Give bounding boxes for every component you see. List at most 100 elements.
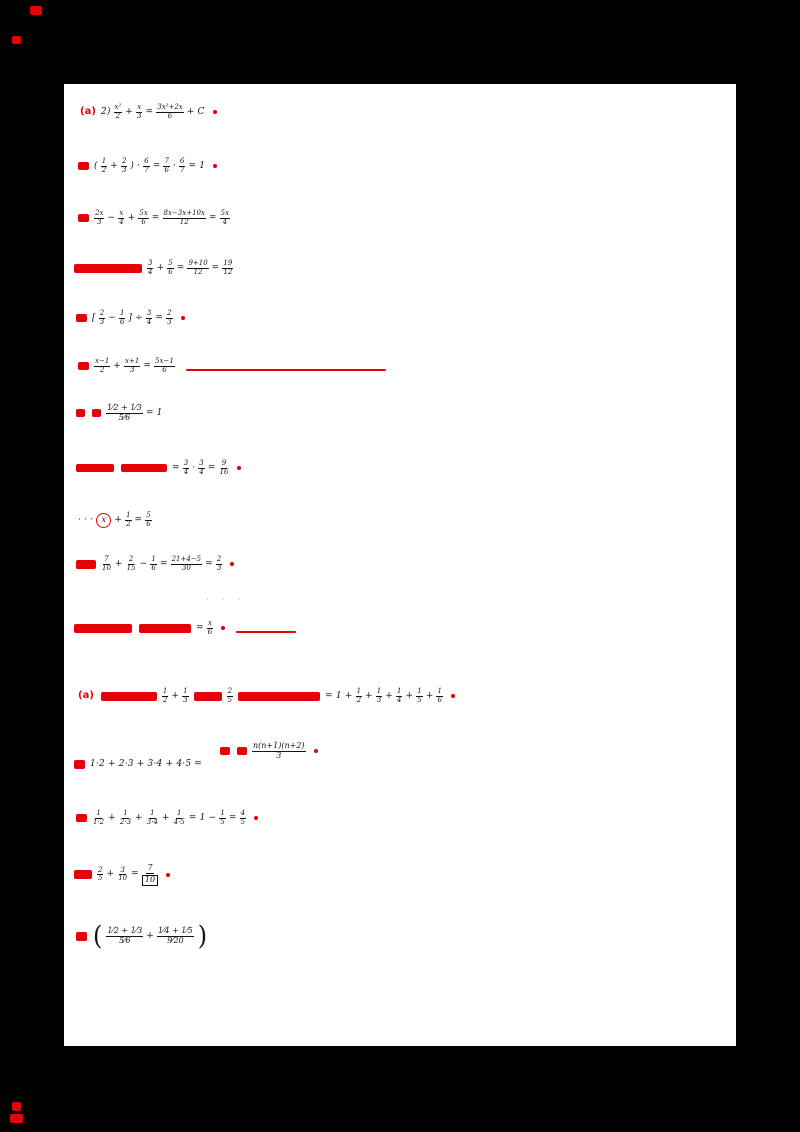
fraction-denominator: 6 — [167, 111, 173, 120]
fraction-denominator: 7 — [144, 165, 149, 174]
math-text: = — [143, 360, 152, 371]
fraction-denominator: 2·3 — [119, 817, 132, 826]
math-text: ( — [94, 160, 98, 171]
math-text: = 1 − — [188, 812, 217, 823]
fraction-denominator: 4 — [222, 217, 228, 226]
fraction: 2x 3 — [94, 209, 105, 226]
fraction: x² 2 — [113, 103, 123, 120]
fraction-numerator: 1 — [436, 687, 443, 697]
math-text: = — [172, 462, 180, 473]
fraction-denominator: 3 — [376, 695, 382, 704]
red-dot-mark — [450, 694, 455, 699]
math-text: + — [114, 558, 123, 569]
fraction-numerator: 1⁄4 + 1⁄5 — [156, 925, 194, 937]
fraction-numerator: 3 — [119, 865, 126, 876]
fraction-numerator: 8x−3x+10x — [162, 209, 206, 219]
fraction-denominator: 3 — [96, 217, 102, 226]
red-mark-block — [74, 870, 92, 880]
fraction-denominator: 6 — [162, 365, 167, 374]
fraction-numerator: 6 — [143, 157, 150, 167]
fraction: 1 1·2 — [92, 809, 105, 826]
fraction: 1⁄2 + 1⁄3 5⁄6 — [106, 403, 143, 423]
fraction-numerator: 1 — [125, 511, 132, 521]
equation-row: 2x 3− x 4 +5x 6 = 8x−3x+10x 12 = 5x 4 — [76, 209, 231, 226]
fraction-denominator: 12 — [223, 267, 233, 276]
math-text: − — [108, 312, 116, 323]
math-text: ) · — [130, 160, 141, 171]
math-text: 2) — [100, 106, 111, 117]
red-dot-mark — [230, 562, 235, 567]
fraction-numerator: n(n+1)(n+2) — [252, 741, 306, 752]
fraction: 2 15 — [126, 555, 137, 572]
fraction-denominator: 5⁄6 — [119, 935, 131, 945]
math-text: = — [152, 160, 161, 171]
fraction-numerator: 1 — [95, 809, 102, 819]
math-text: · · · — [78, 514, 94, 525]
red-dot-mark — [237, 466, 242, 471]
equation-row: x−1 2 + x+1 3 = 5x−1 6 — [76, 357, 386, 374]
fraction-denominator: 3 — [99, 317, 105, 326]
fraction-numerator: 1 — [182, 687, 189, 697]
fraction-denominator: 6 — [119, 317, 125, 326]
math-text: + — [125, 106, 134, 117]
fraction-denominator: 10 — [118, 874, 128, 883]
fraction-denominator: 2 — [126, 519, 131, 528]
fraction-numerator: 1⁄2 + 1⁄3 — [106, 925, 144, 937]
math-text: = — [207, 462, 216, 473]
equation-row: = x 6 — [72, 619, 297, 636]
bracket: ( — [93, 920, 103, 952]
red-dot-mark — [213, 164, 218, 169]
fraction: 1 2·3 — [119, 809, 132, 826]
red-circled-term: x — [96, 512, 112, 528]
fraction-denominator: 4 — [146, 317, 152, 326]
red-mark-block — [121, 464, 167, 473]
red-mark-block — [76, 559, 96, 569]
fraction: 9+10 12 — [187, 259, 209, 276]
fraction-numerator: x² — [113, 103, 123, 113]
fraction-denominator: 1·2 — [93, 817, 105, 826]
red-mark-block — [193, 691, 222, 701]
math-text: = — [196, 622, 204, 633]
fraction-denominator: 30 — [181, 563, 191, 572]
fraction: 1⁄4 + 1⁄5 9⁄20 — [156, 925, 194, 946]
math-text: = — [208, 212, 217, 223]
fraction-denominator: 7 — [180, 165, 185, 174]
red-underline — [185, 369, 386, 372]
fraction-numerator: 1 — [118, 309, 126, 319]
fraction-numerator: 2 — [120, 157, 128, 167]
fraction: 8x−3x+10x 12 — [162, 209, 206, 226]
equation-row: 3 4 +5 6 = 9+10 12 = 19 12 — [72, 259, 234, 276]
equation-row: 7 10 +2 15−1 6 = 21+4−5 30 = 2 3 — [74, 555, 235, 572]
fraction-numerator: 1 — [416, 687, 423, 697]
red-mark-block — [74, 263, 142, 273]
fraction-denominator: 6 — [164, 165, 169, 174]
math-text: = — [211, 262, 220, 273]
equation-row: (1 2 +2 3) · 6 7 = 7 6 · 6 7 = 1 — [76, 157, 218, 174]
fraction-numerator: 1 — [100, 157, 108, 167]
fraction-denominator: 4 — [119, 217, 124, 226]
fraction-numerator: 5 — [145, 511, 152, 521]
equation-row: 1 1·2 +1 2·3 +1 3·4 +1 4·5 = 1 −1 5 = 4 5 — [74, 809, 259, 826]
fraction-numerator: x−1 — [94, 357, 111, 367]
math-text: + — [135, 812, 143, 823]
fraction-numerator: 7 — [103, 555, 110, 565]
math-text: + C — [186, 106, 205, 117]
stray-red-mark — [30, 6, 42, 15]
red-mark-block — [237, 747, 247, 756]
fraction: 21+4−5 30 — [170, 555, 203, 572]
fraction-numerator: 5x — [138, 209, 149, 219]
math-text: − — [139, 558, 148, 569]
fraction-numerator: x — [136, 103, 143, 113]
fraction-numerator: x — [207, 619, 213, 629]
